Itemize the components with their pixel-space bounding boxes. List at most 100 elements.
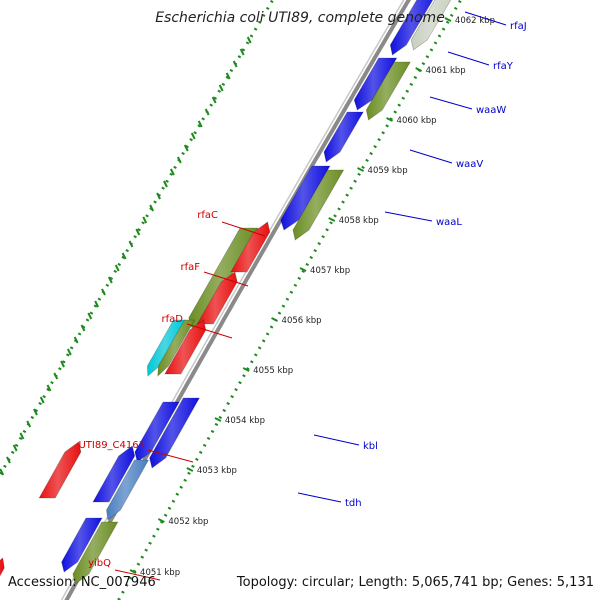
inner-track-dash (87, 312, 93, 320)
kbp-tick-label: 4053 kbp (197, 466, 237, 476)
gene-tdh-blue-highlight (93, 446, 135, 502)
kbp-tick (386, 117, 393, 122)
gene-rfaY-highlight (354, 58, 397, 110)
inner-track-dash (114, 264, 120, 272)
kbp-tick-label: 4057 kbp (310, 266, 350, 276)
inner-track-dash (33, 408, 38, 416)
gene-rfaD-highlight (164, 320, 206, 374)
inner-track-dash (163, 180, 168, 188)
reverse-gene-label: UTI89_C4161 (78, 440, 145, 451)
inner-track-dash (156, 192, 161, 200)
forward-gene-label: tdh (345, 498, 362, 509)
gene-waaW-olive-highlight (366, 62, 411, 120)
inner-track-dash (73, 336, 79, 344)
forward-gene-label: rfaJ (510, 21, 527, 32)
inner-track-dash (66, 348, 72, 356)
gene-rfaD-cyan-highlight (147, 320, 186, 376)
inner-track-dash (101, 288, 106, 296)
forward-gene-label: waaL (436, 217, 462, 228)
inner-track-dash (19, 432, 25, 440)
reverse-gene-label: rfaD (162, 314, 184, 325)
gene-UTI89_C4161-highlight (39, 442, 81, 498)
kbp-tick-label: 4060 kbp (397, 116, 437, 126)
inner-track-dash (232, 60, 238, 68)
kbp-tick-label: 4058 kbp (339, 216, 379, 226)
kbp-tick (357, 167, 365, 172)
kbp-tick-label: 4051 kbp (140, 568, 180, 578)
inner-track-dash (6, 456, 11, 464)
inner-track-dash (246, 36, 252, 44)
inner-track-dash (60, 360, 65, 368)
gene-rfaF-highlight (197, 272, 238, 324)
forward-gene-label: rfaY (493, 61, 514, 72)
gene-rfaJ-highlight (390, 0, 433, 55)
inner-track-dash (176, 156, 182, 164)
gene-yibQ-highlight (0, 558, 5, 576)
forward-gene-label: waaV (456, 159, 483, 170)
gene-waaV-highlight (324, 112, 364, 162)
gene-kbl-1-highlight (134, 402, 180, 462)
kbp-tick-label: 4052 kbp (168, 517, 208, 527)
kbp-tick-label: 4061 kbp (426, 66, 466, 76)
inner-track-dash (239, 48, 245, 56)
inner-track-dash (225, 72, 231, 80)
kbp-tick (415, 67, 423, 72)
outer-dotted-track (116, 0, 463, 600)
inner-track-dash (12, 444, 18, 452)
kbp-tick (242, 367, 250, 372)
reverse-gene-label: rfaF (180, 262, 200, 273)
gene-blue-low-highlight (61, 518, 102, 572)
inner-track-dash (149, 204, 155, 212)
inner-dotted-track (0, 0, 275, 479)
inner-track-dash (0, 468, 5, 476)
reverse-leader-line (114, 569, 161, 581)
inner-track-dash (197, 120, 203, 128)
genome-summary-text: Topology: circular; Length: 5,065,741 bp… (236, 575, 594, 590)
forward-gene-label: kbl (363, 441, 378, 452)
kbp-tick (214, 417, 222, 422)
kbp-tick-label: 4062 kbp (455, 16, 495, 26)
inner-track-dash (107, 276, 113, 284)
kbp-tick (328, 217, 336, 222)
kbp-tick-label: 4056 kbp (282, 316, 322, 326)
kbp-tick (186, 467, 194, 472)
kbp-tick-label: 4055 kbp (253, 366, 293, 376)
forward-leader-line (447, 51, 490, 66)
kbp-tick-label: 4054 kbp (225, 416, 265, 426)
inner-track-dash (121, 252, 127, 260)
reverse-leader-line (147, 449, 194, 463)
gene-tdh-highlight (106, 460, 149, 520)
accession-text: Accession: NC_007946 (8, 575, 156, 590)
gene-waaL-highlight (280, 166, 330, 230)
gene-pale-highlight (411, 0, 451, 50)
forward-leader-line (297, 492, 342, 503)
gene-olive-low-highlight (72, 522, 118, 584)
inner-track-dash (135, 228, 141, 236)
inner-track-dash (128, 240, 134, 248)
gene-kbl-highlight (149, 398, 200, 468)
forward-leader-line (313, 434, 360, 446)
gene-rfaD-olive-highlight (157, 320, 195, 376)
inner-track-dash (39, 396, 45, 404)
inner-track-dash (94, 300, 100, 308)
forward-leader-line (384, 211, 433, 222)
reverse-leader-line (221, 221, 266, 237)
inner-track-dash (204, 108, 210, 116)
forward-leader-line (464, 11, 507, 26)
kbp-tick (444, 17, 452, 22)
inner-track-dash (46, 384, 52, 392)
inner-track-dash (142, 216, 148, 224)
reverse-leader-line (186, 323, 233, 339)
map-title: Escherichia coli UTI89, complete genome (155, 10, 445, 26)
reverse-gene-label: rfaC (197, 210, 218, 221)
kbp-tick (157, 518, 165, 523)
kbp-tick (129, 569, 137, 574)
inner-track-dash (190, 132, 196, 140)
inner-track-dash (53, 372, 59, 380)
inner-track-dash (26, 420, 32, 428)
inner-track-dash (211, 96, 217, 104)
forward-gene-label: waaW (476, 105, 506, 116)
gene-waaL-olive-highlight (293, 170, 344, 240)
kbp-tick (299, 267, 307, 272)
